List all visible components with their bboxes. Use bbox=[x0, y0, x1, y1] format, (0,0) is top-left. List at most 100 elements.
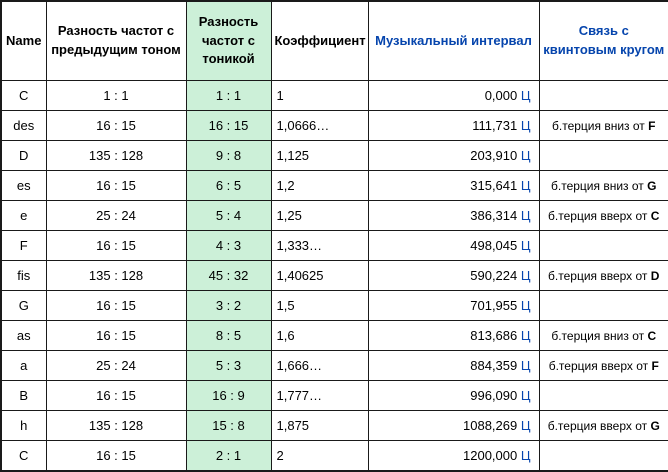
note-name-cell: h bbox=[0, 410, 47, 441]
relation-text: б.терция вниз от bbox=[551, 328, 645, 343]
col-header-prev-ratio: Разность частот с предыдущим тоном bbox=[45, 0, 187, 81]
interval-cell: 701,955 Ц bbox=[367, 290, 540, 321]
tonic-ratio-cell: 4 : 3 bbox=[185, 230, 272, 261]
note-name-cell: a bbox=[0, 350, 47, 381]
table-row: C 16 : 15 2 : 1 2 1200,000 Ц bbox=[0, 440, 668, 472]
note-name-cell: as bbox=[0, 320, 47, 351]
cents-value: 996,090 bbox=[470, 388, 518, 403]
cents-value: 884,359 bbox=[470, 358, 518, 373]
col-header-coefficient: Коэффициент bbox=[270, 0, 369, 81]
fifths-relation-cell bbox=[538, 440, 668, 472]
coefficient-cell: 1,5 bbox=[270, 290, 369, 321]
col-header-musical-interval-link[interactable]: Музыкальный интервал bbox=[367, 0, 540, 81]
note-name-cell: G bbox=[0, 290, 47, 321]
prev-ratio-cell: 25 : 24 bbox=[45, 200, 187, 231]
cents-value: 111,731 bbox=[472, 118, 518, 133]
relation-text: б.терция вверх от bbox=[548, 268, 648, 283]
cents-value: 1200,000 bbox=[463, 448, 518, 463]
cents-unit-link[interactable]: Ц bbox=[520, 328, 531, 343]
prev-ratio-cell: 135 : 128 bbox=[45, 410, 187, 441]
prev-ratio-cell: 16 : 15 bbox=[45, 230, 187, 261]
col-header-name: Name bbox=[0, 0, 47, 81]
col-header-tonic-ratio: Разность частот с тоникой bbox=[185, 0, 272, 81]
cents-unit-link[interactable]: Ц bbox=[520, 238, 531, 253]
cents-unit-link[interactable]: Ц bbox=[520, 358, 531, 373]
coefficient-cell: 1,6 bbox=[270, 320, 369, 351]
fifths-relation-cell: б.терция вверх от D bbox=[538, 260, 668, 291]
note-name-cell: D bbox=[0, 140, 47, 171]
prev-ratio-cell: 16 : 15 bbox=[45, 290, 187, 321]
tonic-ratio-cell: 15 : 8 bbox=[185, 410, 272, 441]
relation-note: F bbox=[648, 118, 656, 133]
relation-text: б.терция вверх от bbox=[548, 358, 649, 373]
cents-unit-link[interactable]: Ц bbox=[520, 208, 531, 223]
table-row: B 16 : 15 16 : 9 1,777… 996,090 Ц bbox=[0, 380, 668, 411]
interval-cell: 203,910 Ц bbox=[367, 140, 540, 171]
cents-value: 315,641 bbox=[470, 178, 518, 193]
coefficient-cell: 1,333… bbox=[270, 230, 369, 261]
prev-ratio-cell: 16 : 15 bbox=[45, 440, 187, 472]
interval-cell: 1088,269 Ц bbox=[367, 410, 540, 441]
fifths-relation-cell: б.терция вверх от F bbox=[538, 350, 668, 381]
col-header-fifths-circle-link[interactable]: Связь с квинтовым кругом bbox=[538, 0, 668, 81]
cents-value: 1088,269 bbox=[463, 418, 518, 433]
cents-unit-link[interactable]: Ц bbox=[520, 418, 531, 433]
relation-text: б.терция вниз от bbox=[552, 118, 645, 133]
table-row: G 16 : 15 3 : 2 1,5 701,955 Ц bbox=[0, 290, 668, 321]
fifths-relation-cell bbox=[538, 290, 668, 321]
tonic-ratio-cell: 5 : 4 bbox=[185, 200, 272, 231]
interval-cell: 315,641 Ц bbox=[367, 170, 540, 201]
relation-text: б.терция вверх от bbox=[547, 418, 648, 433]
cents-unit-link[interactable]: Ц bbox=[520, 388, 531, 403]
interval-cell: 0,000 Ц bbox=[367, 80, 540, 111]
cents-unit-link[interactable]: Ц bbox=[520, 298, 531, 313]
coefficient-cell: 1,666… bbox=[270, 350, 369, 381]
cents-unit-link[interactable]: Ц bbox=[520, 118, 531, 133]
note-name-cell: fis bbox=[0, 260, 47, 291]
tonic-ratio-cell: 6 : 5 bbox=[185, 170, 272, 201]
prev-ratio-cell: 1 : 1 bbox=[45, 80, 187, 111]
prev-ratio-cell: 25 : 24 bbox=[45, 350, 187, 381]
fifths-relation-cell bbox=[538, 380, 668, 411]
tonic-ratio-cell: 9 : 8 bbox=[185, 140, 272, 171]
tonic-ratio-cell: 1 : 1 bbox=[185, 80, 272, 111]
cents-unit-link[interactable]: Ц bbox=[520, 88, 531, 103]
relation-note: G bbox=[647, 178, 657, 193]
relation-text: б.терция вниз от bbox=[551, 178, 644, 193]
note-name-cell: B bbox=[0, 380, 47, 411]
cents-unit-link[interactable]: Ц bbox=[520, 448, 531, 463]
interval-cell: 386,314 Ц bbox=[367, 200, 540, 231]
coefficient-cell: 1,2 bbox=[270, 170, 369, 201]
note-name-cell: e bbox=[0, 200, 47, 231]
relation-note: C bbox=[647, 328, 657, 343]
relation-note: C bbox=[650, 208, 660, 223]
tonic-ratio-cell: 16 : 9 bbox=[185, 380, 272, 411]
interval-cell: 813,686 Ц bbox=[367, 320, 540, 351]
interval-cell: 111,731 Ц bbox=[367, 110, 540, 141]
relation-note: D bbox=[650, 268, 660, 283]
cents-unit-link[interactable]: Ц bbox=[520, 178, 531, 193]
interval-cell: 590,224 Ц bbox=[367, 260, 540, 291]
coefficient-cell: 1,875 bbox=[270, 410, 369, 441]
note-name-cell: C bbox=[0, 440, 47, 472]
cents-unit-link[interactable]: Ц bbox=[520, 148, 531, 163]
header-row: Name Разность частот с предыдущим тоном … bbox=[0, 0, 668, 81]
cents-value: 590,224 bbox=[470, 268, 518, 283]
relation-note: G bbox=[650, 418, 660, 433]
note-name-cell: F bbox=[0, 230, 47, 261]
note-name-cell: des bbox=[0, 110, 47, 141]
coefficient-cell: 2 bbox=[270, 440, 369, 472]
note-name-cell: C bbox=[0, 80, 47, 111]
cents-unit-link[interactable]: Ц bbox=[520, 268, 531, 283]
prev-ratio-cell: 16 : 15 bbox=[45, 170, 187, 201]
coefficient-cell: 1 bbox=[270, 80, 369, 111]
cents-value: 813,686 bbox=[470, 328, 518, 343]
fifths-relation-cell: б.терция вниз от C bbox=[538, 320, 668, 351]
cents-value: 701,955 bbox=[470, 298, 518, 313]
